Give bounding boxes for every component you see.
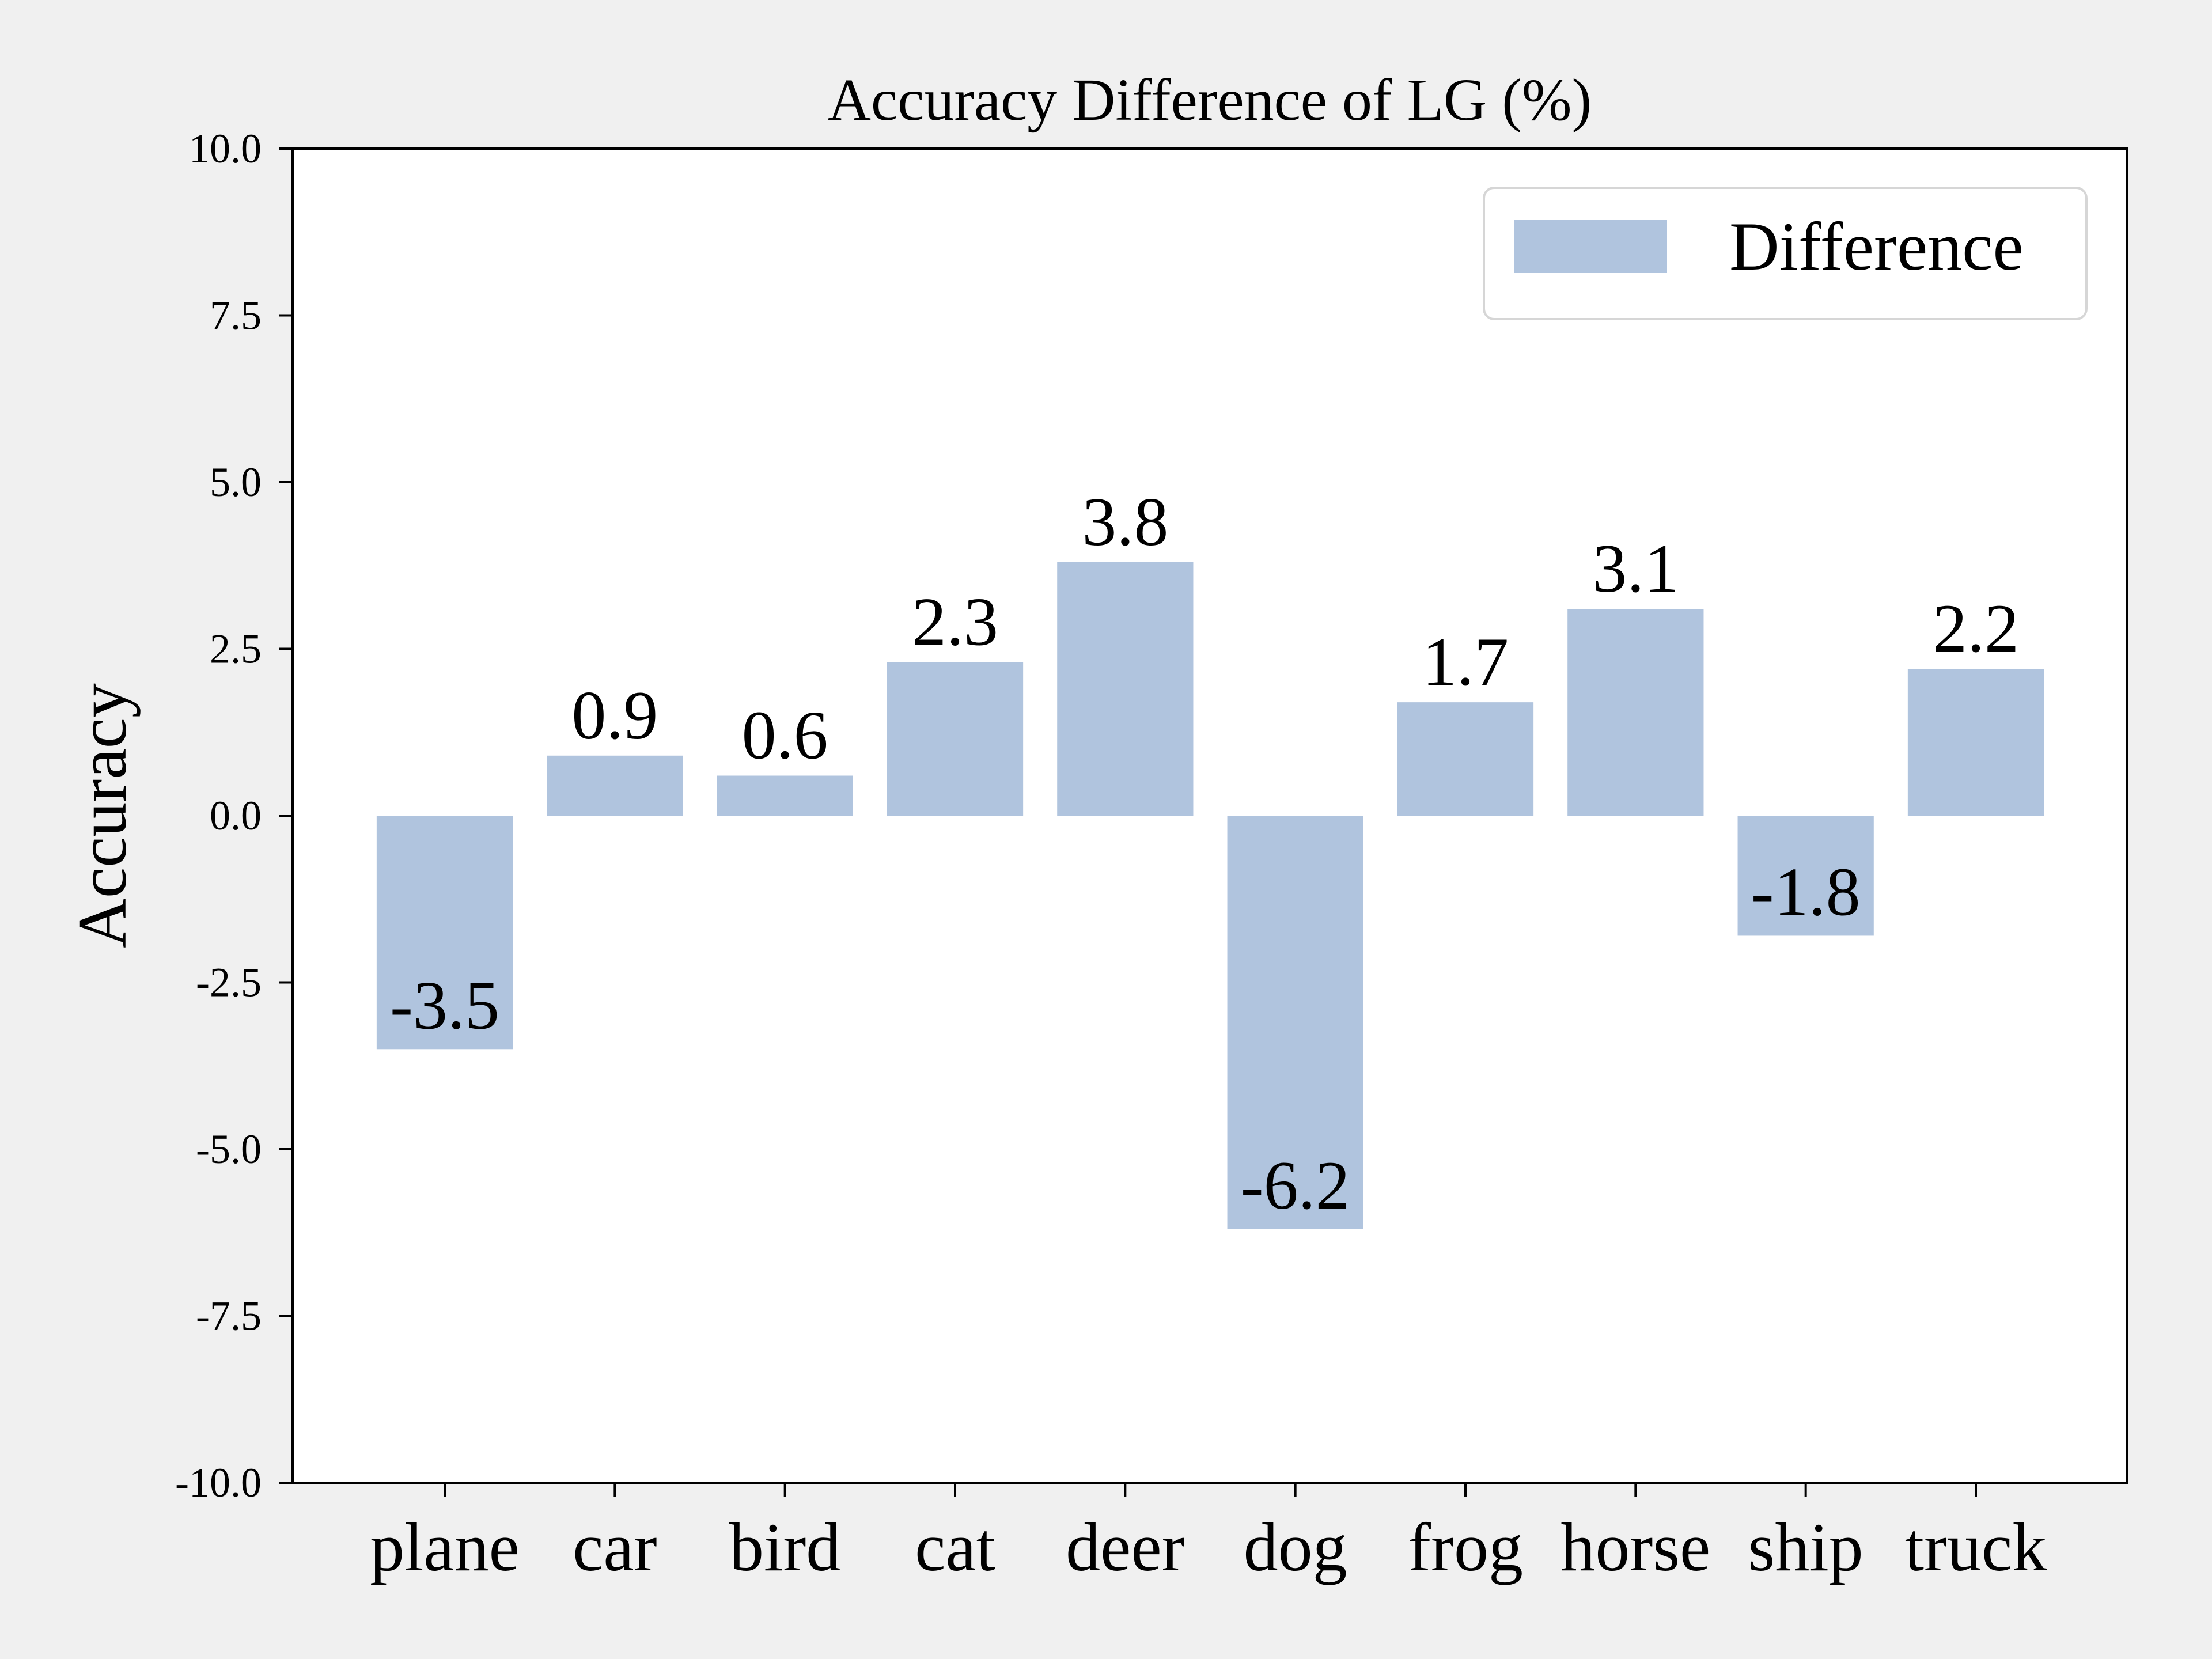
x-tick-label-cat: cat xyxy=(915,1509,995,1585)
plot-frame xyxy=(291,147,2128,1484)
x-tick-label-deer: deer xyxy=(1066,1509,1184,1585)
x-axis: plane car bird cat deer dog frog horse ship truck xyxy=(370,1483,2047,1585)
legend: Difference xyxy=(1483,187,2088,320)
data-label-ship: -1.8 xyxy=(1751,853,1861,930)
x-tick-label-bird: bird xyxy=(729,1509,840,1585)
bar-plane xyxy=(376,816,513,1050)
y-tick-label: 5.0 xyxy=(210,459,262,505)
data-label-frog: 1.7 xyxy=(1422,623,1509,700)
x-tick-label-plane: plane xyxy=(370,1509,520,1585)
chart-title: Accuracy Difference of LG (%) xyxy=(828,67,1592,133)
y-axis-label: Accuracy xyxy=(64,683,141,948)
x-tick-label-horse: horse xyxy=(1560,1509,1710,1585)
x-tick-label-ship: ship xyxy=(1748,1509,1863,1585)
x-tick-label-truck: truck xyxy=(1905,1509,2047,1585)
data-label-deer: 3.8 xyxy=(1082,483,1168,560)
legend-label: Difference xyxy=(1729,208,2024,285)
bar-dog xyxy=(1227,816,1363,1229)
y-axis: -10.0 -7.5 -5.0 -2.5 0.0 2.5 5.0 7.5 10.0 xyxy=(175,126,293,1506)
x-tick-label-car: car xyxy=(573,1509,657,1585)
data-label-horse: 3.1 xyxy=(1592,530,1679,607)
y-tick-label: 2.5 xyxy=(210,626,262,672)
bar-frog xyxy=(1397,702,1534,816)
data-label-plane: -3.5 xyxy=(390,967,499,1043)
data-label-truck: 2.2 xyxy=(1933,590,2019,666)
y-tick-label: -2.5 xyxy=(196,960,262,1006)
bar-ship xyxy=(1737,816,1874,936)
data-label-dog: -6.2 xyxy=(1241,1147,1350,1224)
data-label-bird: 0.6 xyxy=(742,697,828,774)
bars-group xyxy=(376,562,2044,1229)
legend-swatch xyxy=(1514,220,1667,273)
y-tick-label: -10.0 xyxy=(175,1460,262,1506)
bar-truck xyxy=(1907,669,2044,816)
y-tick-label: 7.5 xyxy=(210,293,262,339)
data-label-cat: 2.3 xyxy=(912,584,998,660)
bar-deer xyxy=(1057,562,1194,816)
y-tick-label: -7.5 xyxy=(196,1293,262,1339)
y-tick-label: 10.0 xyxy=(189,126,262,172)
bar-cat xyxy=(887,662,1024,816)
bar-car xyxy=(547,755,683,816)
bar-labels-group: -3.5 0.9 0.6 2.3 3.8 -6.2 1.7 3.1 -1.8 2.2 xyxy=(390,483,2019,1224)
data-label-car: 0.9 xyxy=(571,677,658,753)
y-tick-label: -5.0 xyxy=(196,1126,262,1172)
bar-horse xyxy=(1567,609,1704,816)
x-tick-label-dog: dog xyxy=(1244,1509,1347,1585)
bar-bird xyxy=(717,775,853,816)
y-tick-label: 0.0 xyxy=(210,793,262,839)
x-tick-label-frog: frog xyxy=(1408,1509,1523,1585)
